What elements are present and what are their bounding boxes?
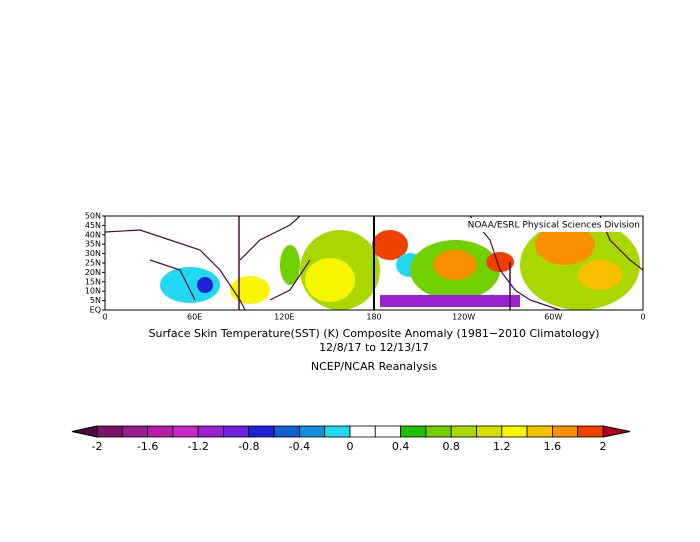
lat-label: 35N [85,240,101,249]
source: NCEP/NCAR Reanalysis [311,360,437,373]
date-range: 12/8/17 to 12/13/17 [319,341,429,354]
colorbar-label: -1.2 [187,440,208,453]
lat-label: 45N [85,221,101,230]
colorbar-box [197,425,224,438]
colorbar-label: -0.8 [238,440,259,453]
lon-label: 180 [366,313,381,322]
lon-label: 60W [544,313,562,322]
colorbar-label: 2 [600,440,607,453]
colorbar-box [324,425,351,438]
colorbar-box [273,425,300,438]
colorbar-box [248,425,275,438]
colorbar-label: 1.6 [544,440,562,453]
credit-box [432,218,642,232]
lon-label: 120W [452,313,475,322]
lon-label: 120E [274,313,294,322]
colorbar-box [374,425,401,438]
colorbar-label: 0.8 [442,440,460,453]
colorbar-box [298,425,326,438]
lon-label: 0 [102,313,107,322]
colorbar-over [602,425,631,438]
colorbar-box [425,425,452,438]
colorbar-label: 0 [347,440,354,453]
colorbar-label: -0.4 [289,440,310,453]
lat-label: 5N [90,296,101,305]
colorbar-box [526,425,553,438]
title: Surface Skin Temperature(SST) (K) Compos… [149,327,600,340]
colorbar-box [349,425,376,438]
colorbar-box [223,425,250,438]
colorbar-box [172,425,199,438]
colorbar-box [476,425,503,438]
colorbar-label: -2 [92,440,103,453]
colorbar-label: 1.2 [493,440,511,453]
lat-label: 30N [85,249,101,258]
coastlines [104,215,644,311]
colorbar-box [121,425,149,438]
lat-label: 20N [85,268,101,277]
lat-label: 50N [85,212,101,221]
colorbar-box [450,425,477,438]
colorbar-under [71,425,98,438]
lat-label: 25N [85,259,101,268]
colorbar-label: -1.6 [137,440,158,453]
colorbar-box [400,425,427,438]
colorbar-label: 0.4 [392,440,410,453]
colorbar-box [147,425,174,438]
lat-label: 15N [85,277,101,286]
lon-label: 0 [640,313,645,322]
lat-label: EQ [90,306,101,315]
colorbar-box [552,425,579,438]
lat-label: 40N [85,230,101,239]
colorbar-box [577,425,604,438]
lon-label: 60E [187,313,202,322]
colorbar-box [96,425,123,438]
credit: NOAA/ESRL Physical Sciences Division [468,221,640,231]
lat-label: 10N [85,287,101,296]
colorbar-box [501,425,528,438]
